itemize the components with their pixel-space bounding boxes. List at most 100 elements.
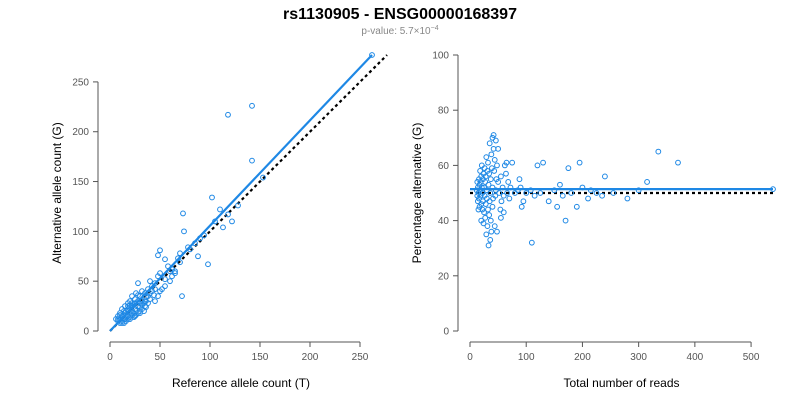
x-tick-label: 100	[518, 352, 535, 363]
data-point	[147, 278, 153, 285]
data-point	[488, 228, 495, 235]
data-point	[143, 298, 149, 305]
data-point	[487, 176, 494, 183]
data-point	[494, 228, 500, 235]
data-point	[492, 137, 499, 144]
data-point	[225, 211, 231, 218]
y-tick-label: 20	[438, 271, 450, 282]
data-point	[152, 298, 158, 305]
data-point	[497, 206, 504, 213]
data-point	[492, 187, 499, 194]
data-point	[593, 190, 600, 196]
data-point	[509, 159, 516, 166]
data-point	[132, 296, 138, 303]
y-tick-label: 150	[72, 177, 89, 188]
data-point	[520, 198, 527, 205]
data-point	[474, 192, 481, 199]
data-point	[551, 187, 558, 194]
chart-title: rs1130905 - ENSG00000168397	[283, 6, 517, 23]
data-point	[475, 206, 482, 213]
data-point	[474, 179, 481, 185]
data-point	[167, 278, 173, 285]
data-point	[135, 280, 141, 287]
x-tick-label: 0	[107, 352, 113, 363]
data-point	[602, 173, 608, 180]
x-tick-label: 300	[630, 352, 647, 363]
data-point	[481, 165, 488, 172]
data-point	[503, 170, 509, 177]
data-point	[162, 276, 168, 283]
data-point	[624, 195, 631, 202]
data-point	[113, 316, 119, 322]
data-point	[518, 203, 525, 210]
x-axis-label: Reference allele count (T)	[172, 376, 310, 390]
data-point	[500, 192, 507, 199]
x-tick-label: 100	[202, 352, 219, 363]
data-point	[490, 132, 497, 138]
y-tick-label: 50	[78, 277, 90, 288]
data-point	[155, 293, 161, 300]
data-point	[635, 187, 642, 194]
x-tick-label: 200	[574, 352, 591, 363]
data-point	[485, 159, 491, 166]
data-point	[559, 192, 566, 199]
data-point	[209, 194, 215, 201]
data-point	[491, 156, 498, 163]
p-value-text: p-value: 5.7×10	[361, 26, 431, 37]
data-point	[506, 195, 513, 202]
data-point	[172, 268, 178, 275]
y-tick-label: 60	[438, 161, 450, 172]
data-point	[487, 217, 494, 224]
data-point	[576, 159, 583, 166]
data-point	[488, 151, 495, 158]
x-axis-label: Total number of reads	[563, 376, 679, 390]
data-point	[225, 111, 231, 118]
data-point	[235, 202, 241, 209]
y-tick-label: 40	[438, 216, 450, 227]
data-point	[554, 203, 561, 210]
data-point	[487, 190, 494, 196]
data-point	[489, 134, 496, 141]
data-point	[528, 239, 535, 246]
data-point	[474, 198, 481, 205]
y-axis-label: Percentage alternative (G)	[410, 123, 424, 264]
data-point	[162, 256, 168, 263]
data-point	[531, 192, 538, 199]
data-point	[159, 286, 165, 293]
data-point	[205, 261, 211, 268]
data-point	[644, 179, 650, 185]
data-point	[478, 162, 485, 169]
data-point	[155, 252, 161, 259]
data-point	[485, 206, 491, 213]
data-point	[249, 157, 255, 164]
data-point	[655, 148, 662, 155]
left-panel: 0 50 100 150 200 250 Reference allele count (T…	[50, 52, 388, 390]
y-tick-label: 100	[72, 227, 89, 238]
data-point	[179, 293, 185, 300]
data-point	[477, 168, 484, 174]
data-point	[496, 190, 503, 196]
data-point	[540, 159, 546, 166]
data-point	[573, 203, 580, 210]
data-point	[483, 231, 490, 238]
data-point	[537, 190, 544, 196]
y-tick-label: 200	[72, 127, 89, 138]
y-tick-label: 0	[83, 327, 89, 338]
data-point	[523, 190, 530, 196]
data-point	[527, 187, 534, 194]
reference-line	[109, 54, 388, 332]
data-point	[485, 181, 492, 188]
data-point	[369, 52, 375, 58]
x-tick-label: 50	[154, 352, 166, 363]
x-tick-label: 500	[743, 352, 760, 363]
data-point	[139, 288, 145, 295]
data-point	[534, 162, 541, 169]
x-tick-label: 0	[467, 352, 473, 363]
data-point	[489, 165, 495, 172]
data-point	[486, 212, 493, 218]
data-point	[495, 145, 502, 152]
data-point	[491, 223, 498, 230]
data-point	[172, 270, 178, 277]
data-point	[489, 203, 496, 210]
